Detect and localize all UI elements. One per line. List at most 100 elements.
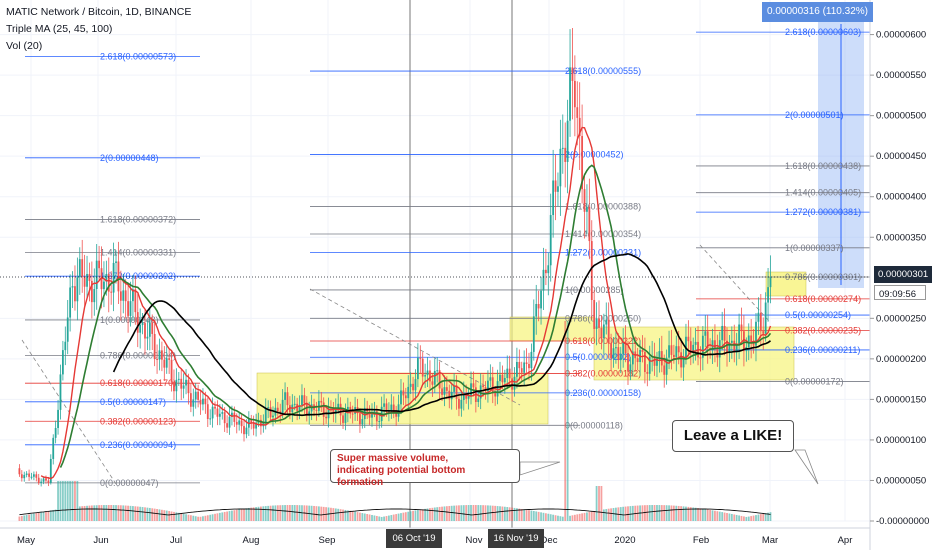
candle-body xyxy=(301,395,303,406)
volume-bar xyxy=(598,486,600,521)
candle-body xyxy=(414,379,417,391)
candle-body xyxy=(161,350,163,360)
candle-body xyxy=(740,324,743,332)
volume-bar xyxy=(107,505,110,521)
candle-body xyxy=(665,357,668,375)
chart-title: MATIC Network / Bitcoin, 1D, BINANCE xyxy=(6,6,192,18)
candle-body xyxy=(303,395,306,404)
volume-bar xyxy=(672,505,675,521)
volume-bar xyxy=(501,506,504,521)
volume-bar xyxy=(115,505,117,521)
volume-bar xyxy=(40,512,43,521)
candle-body xyxy=(566,120,569,162)
volume-bar xyxy=(590,511,593,521)
candle-body xyxy=(235,421,238,425)
candle-body xyxy=(206,404,209,420)
candle-body xyxy=(93,289,96,303)
indicator-label-ma[interactable]: Triple MA (25, 45, 100) xyxy=(6,23,113,35)
like-annotation[interactable]: Leave a LIKE! xyxy=(672,420,794,452)
candle-body xyxy=(124,290,127,302)
volume-bar xyxy=(622,506,625,521)
candle-body xyxy=(197,391,200,400)
volume-bar xyxy=(98,505,101,521)
fib-label: 0.382(0.00000123) xyxy=(100,416,176,426)
volume-bar xyxy=(735,514,738,521)
candle-body xyxy=(100,268,103,290)
volume-bar xyxy=(359,512,361,521)
volume-bar xyxy=(284,505,286,521)
time-axis: May Jun Jul Aug Sep Nov Dec 2020 Feb Mar Apr xyxy=(0,527,870,546)
candle-body xyxy=(595,318,598,329)
candle-body xyxy=(52,437,55,459)
candle-body xyxy=(588,206,591,242)
time-tick-label: May xyxy=(17,535,35,546)
volume-bar xyxy=(163,510,166,521)
volume-bar xyxy=(276,505,279,521)
candle-body xyxy=(359,413,361,425)
candle-body xyxy=(156,358,158,360)
volume-bar xyxy=(470,505,472,521)
candle-body xyxy=(482,385,484,388)
candle-body xyxy=(37,477,40,484)
volume-bar xyxy=(269,505,272,521)
candle-body xyxy=(81,259,84,277)
candle-body xyxy=(743,331,745,352)
candle-body xyxy=(528,363,530,369)
volume-bar xyxy=(687,506,690,521)
volume-bar xyxy=(64,481,67,521)
candle-body xyxy=(465,392,468,399)
fib-label: 1(0.00000285) xyxy=(565,285,624,295)
candle-body xyxy=(617,347,620,361)
volume-bar xyxy=(479,505,482,521)
volume-bar xyxy=(332,508,335,521)
volume-bar xyxy=(204,515,207,521)
volume-bar xyxy=(346,510,349,521)
volume-bar xyxy=(392,514,395,521)
volume-bar xyxy=(429,508,431,521)
fib-label: 0.5(0.00000254) xyxy=(785,310,851,320)
volume-bar xyxy=(554,515,557,521)
volume-bar xyxy=(185,514,187,521)
volume-bar xyxy=(431,507,434,521)
volume-bar xyxy=(552,514,555,521)
candle-body xyxy=(71,286,74,288)
candle-body xyxy=(443,387,446,395)
volume-bar xyxy=(525,509,528,521)
candle-body xyxy=(141,323,144,325)
volume-bar xyxy=(730,513,733,521)
volume-bar xyxy=(535,511,538,521)
candle-body xyxy=(537,303,540,309)
fib-label: 1.414(0.00000405) xyxy=(785,188,861,198)
candle-body xyxy=(747,335,750,348)
fib-label: 0.382(0.00000182) xyxy=(565,368,641,378)
indicator-label-vol[interactable]: Vol (20) xyxy=(6,40,43,52)
candle-body xyxy=(547,265,550,274)
candle-body xyxy=(76,277,79,302)
volume-bar xyxy=(443,506,446,521)
candle-body xyxy=(42,478,45,482)
date-highlight-nov: 16 Nov '19 xyxy=(488,529,544,548)
candle-body xyxy=(49,458,52,483)
volume-bar xyxy=(716,511,719,521)
fib-label: 1.414(0.00000354) xyxy=(565,229,641,239)
volume-bar xyxy=(313,505,315,521)
candle-body xyxy=(542,269,545,291)
volume-bar xyxy=(402,512,405,521)
candle-body xyxy=(69,287,72,318)
volume-bar xyxy=(371,514,373,521)
candle-body xyxy=(680,352,683,368)
volume-bar xyxy=(397,513,400,521)
volume-bar xyxy=(491,505,494,521)
candle-body xyxy=(170,359,173,382)
candle-body xyxy=(132,289,134,302)
candle-body xyxy=(373,411,376,413)
volume-bar xyxy=(168,511,171,521)
volume-annotation[interactable]: Super massive volume, indicating potenti… xyxy=(330,449,520,488)
volume-bar xyxy=(426,508,429,521)
candle-body xyxy=(750,335,753,344)
volume-bar xyxy=(132,506,134,521)
volume-bar xyxy=(187,514,190,521)
volume-bar xyxy=(537,511,540,521)
candle-body xyxy=(180,378,183,389)
